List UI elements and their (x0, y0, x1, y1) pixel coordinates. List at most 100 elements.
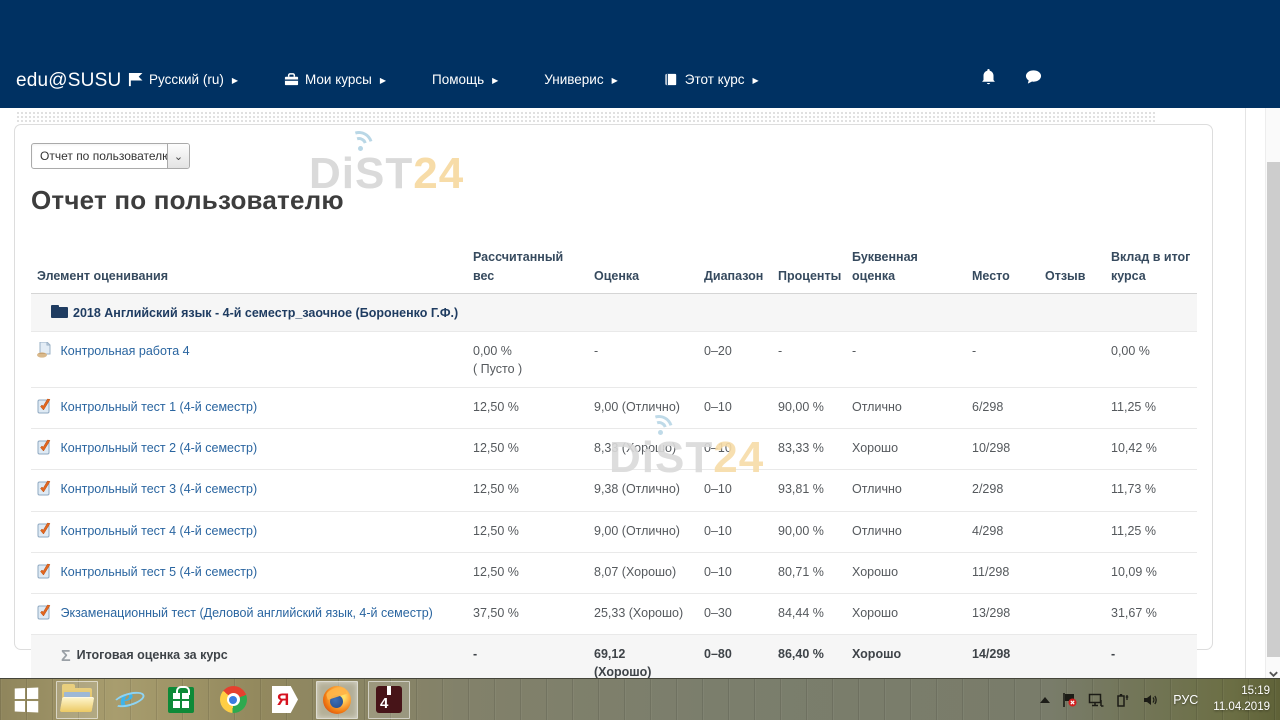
total-label: Итоговая оценка за курс (76, 647, 228, 662)
caret-icon: ▶ (492, 76, 499, 85)
category-row: 2018 Английский язык - 4-й семестр_заочн… (31, 292, 1197, 332)
volume-icon[interactable] (1142, 692, 1158, 708)
chrome-button[interactable] (212, 681, 254, 719)
col-grade: Оценка (588, 242, 698, 294)
time-label: 15:19 (1241, 685, 1270, 698)
menu-univeris[interactable]: Универис ▶ (544, 68, 617, 91)
firefox-button[interactable] (316, 680, 358, 719)
grade-item-link[interactable]: Контрольная работа 4 (60, 343, 190, 358)
letter-value: Хорошо (846, 551, 966, 594)
range-value: 0–20 (698, 330, 772, 388)
rank-value: - (966, 330, 1039, 388)
grade-value: 8,07 (Хорошо) (588, 551, 698, 594)
menu-univeris-label: Универис (544, 72, 604, 87)
grade-item-link[interactable]: Контрольный тест 4 (4-й семестр) (60, 523, 258, 538)
system-tray: РУС 15:19 11.04.2019 (1040, 679, 1274, 720)
category-name: 2018 Английский язык - 4-й семестр_заочн… (73, 305, 459, 320)
content-edge-line (1245, 108, 1246, 678)
taskbar-apps: e Я 4 (0, 679, 416, 720)
weight-note: ( Пусто ) (473, 362, 523, 376)
rank-value: 10/298 (966, 428, 1039, 470)
date-label: 11.04.2019 (1213, 701, 1270, 713)
menu-help[interactable]: Помощь ▶ (432, 68, 498, 91)
grade-row: Контрольный тест 1 (4-й семестр) 12,50 %… (31, 387, 1197, 429)
grade-item-link[interactable]: Контрольный тест 2 (4-й семестр) (60, 441, 258, 456)
menu-my-courses[interactable]: Мои курсы ▶ (284, 68, 386, 91)
col-calculated-weight: Рассчитанный вес (467, 242, 588, 294)
yandex-browser-icon: Я (272, 686, 298, 713)
scroll-down-icon[interactable] (1268, 666, 1279, 678)
menu-this-course-label: Этот курс (684, 72, 745, 87)
report-type-select[interactable]: Отчет по пользователю ⌄ (31, 143, 190, 169)
grade-table-body: 2018 Английский язык - 4-й семестр_заочн… (31, 292, 1197, 691)
letter-value: Хорошо (846, 428, 966, 470)
quiz-icon (37, 522, 52, 543)
feedback-value (1039, 428, 1105, 470)
file-explorer-icon (59, 683, 95, 712)
grade-item-link[interactable]: Экзаменационный тест (Деловой английский… (60, 605, 433, 620)
language-indicator[interactable]: РУС (1173, 693, 1199, 707)
grade-row: Контрольная работа 4 0,00 % ( Пусто ) - 0… (31, 330, 1197, 388)
grade-report-table: Элемент оценивания Рассчитанный вес Оцен… (31, 242, 1197, 691)
caret-icon: ▶ (611, 76, 618, 85)
windows-logo-icon (14, 686, 39, 713)
quiz-icon (37, 439, 52, 460)
start-button[interactable] (0, 679, 52, 720)
clock[interactable]: 15:19 11.04.2019 (1213, 684, 1274, 715)
rank-value: 2/298 (966, 469, 1039, 511)
rank-value: 4/298 (966, 510, 1039, 553)
grade-item-link[interactable]: Контрольный тест 3 (4-й семестр) (60, 482, 258, 497)
yandex-browser-button[interactable]: Я (264, 681, 306, 719)
contribution-value: 31,67 % (1105, 592, 1197, 635)
letter-value: Отлично (846, 510, 966, 553)
header-actions (980, 68, 1042, 86)
menu-this-course[interactable]: Этот курс ▶ (664, 68, 759, 91)
action-center-flag-icon[interactable] (1061, 692, 1077, 708)
letter-value: Хорошо (846, 592, 966, 635)
range-value: 0–10 (698, 510, 772, 553)
internet-explorer-button[interactable]: e (108, 681, 150, 719)
grade-row: Контрольный тест 2 (4-й семестр) 12,50 %… (31, 428, 1197, 470)
weight-value: 37,50 % (473, 605, 519, 620)
grade-value: - (588, 330, 698, 388)
scrollbar-thumb[interactable] (1267, 162, 1280, 657)
percent-value: 84,44 % (772, 592, 846, 635)
quiz-icon (37, 398, 52, 419)
page-title: Отчет по пользователю (31, 185, 344, 215)
grade-item-link[interactable]: Контрольный тест 1 (4-й семестр) (60, 400, 258, 415)
caret-icon: ▶ (752, 76, 759, 85)
power-icon[interactable] (1115, 692, 1131, 708)
chevron-down-icon[interactable]: ⌄ (167, 144, 189, 168)
quiz-icon (37, 563, 52, 584)
app-4-button[interactable]: 4 (368, 680, 410, 719)
book-icon (664, 72, 679, 87)
chat-icon[interactable] (1025, 68, 1042, 86)
weight-value: 12,50 % (473, 564, 519, 579)
dotted-texture (16, 111, 1156, 122)
internet-explorer-icon: e (111, 681, 147, 715)
caret-icon: ▶ (231, 76, 238, 85)
contribution-value: 11,73 % (1105, 469, 1197, 511)
grade-row: Экзаменационный тест (Деловой английский… (31, 592, 1197, 635)
grade-row: Контрольный тест 4 (4-й семестр) 12,50 %… (31, 510, 1197, 553)
feedback-value (1039, 469, 1105, 511)
network-icon[interactable] (1088, 692, 1104, 708)
page-content: Отчет по пользователю ⌄ Отчет по пользов… (0, 108, 1280, 691)
contribution-value: 11,25 % (1105, 387, 1197, 429)
bell-icon[interactable] (980, 68, 997, 86)
grade-item-link[interactable]: Контрольный тест 5 (4-й семестр) (60, 564, 258, 579)
range-value: 0–10 (698, 428, 772, 470)
feedback-value (1039, 551, 1105, 594)
weight-value: 12,50 % (473, 523, 519, 538)
range-value: 0–10 (698, 387, 772, 429)
site-logo[interactable]: edu@SUSU (16, 70, 122, 91)
file-explorer-button[interactable] (56, 680, 98, 719)
windows-store-button[interactable] (160, 681, 202, 719)
windows-taskbar: e Я 4 РУС 15:19 (0, 678, 1280, 720)
chevron-up-icon[interactable] (1040, 697, 1051, 703)
letter-value: - (846, 330, 966, 388)
col-feedback: Отзыв (1039, 242, 1105, 294)
briefcase-icon (284, 72, 299, 87)
vertical-scrollbar[interactable] (1265, 108, 1280, 678)
menu-language[interactable]: Русский (ru) ▶ (128, 68, 238, 91)
